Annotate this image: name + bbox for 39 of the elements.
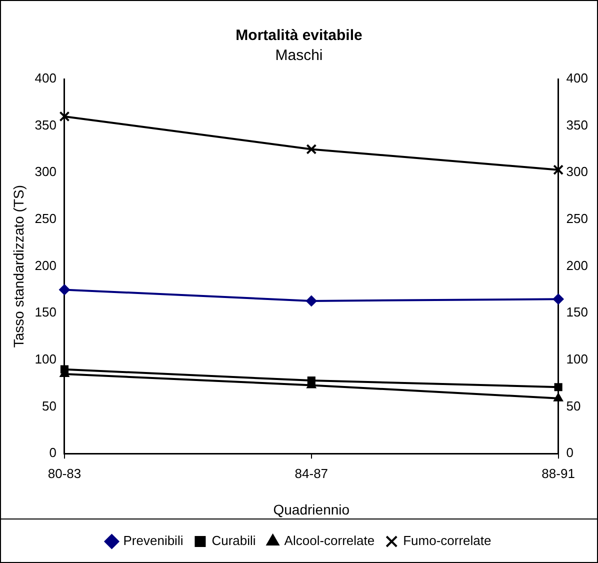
- legend-label: Curabili: [212, 533, 256, 548]
- y-tick-label: 0: [49, 445, 56, 460]
- point: [60, 365, 69, 374]
- x-tick-label: 80-83: [48, 466, 82, 481]
- y2-tick-label: 300: [566, 164, 588, 180]
- y2-tick-label: 200: [566, 258, 588, 273]
- y-tick-label: 350: [34, 117, 56, 132]
- y2-tick-label: 100: [566, 352, 588, 367]
- chart-subtitle: Maschi: [275, 47, 323, 64]
- y-tick-label: 200: [34, 258, 56, 273]
- point: [306, 295, 317, 306]
- point: [307, 376, 316, 385]
- y2-tick-label: 350: [566, 117, 588, 132]
- legend-label: Alcool-correlate: [284, 533, 375, 548]
- chart-title: Mortalità evitabile: [236, 27, 362, 44]
- y2-tick-label: 150: [566, 304, 588, 320]
- y-axis-title: Tasso standardizzato (TS): [10, 184, 26, 348]
- point: [553, 392, 564, 402]
- y2-tick-label: 250: [566, 211, 588, 226]
- point: [552, 294, 564, 305]
- point: [554, 383, 562, 392]
- x-axis-title: Quadriennio: [273, 501, 350, 518]
- y-tick-label: 100: [34, 352, 56, 367]
- y-tick-label: 400: [34, 70, 56, 86]
- y2-tick-label: 50: [566, 398, 581, 414]
- y-tick-label: 250: [34, 211, 56, 226]
- y2-tick-label: 0: [566, 445, 574, 460]
- y-tick-label: 150: [34, 304, 56, 320]
- point: [59, 111, 70, 122]
- y2-tick-label: 400: [566, 70, 588, 86]
- x-tick-label: 84-87: [294, 466, 328, 481]
- point: [58, 284, 70, 296]
- y-tick-label: 300: [34, 164, 56, 180]
- x-tick-label: 88-91: [542, 466, 575, 481]
- point: [553, 164, 564, 176]
- legend-label: Prevenibili: [123, 533, 184, 548]
- y-tick-label: 50: [42, 398, 56, 414]
- point: [306, 144, 317, 154]
- legend-label: Fumo-correlate: [403, 533, 492, 548]
